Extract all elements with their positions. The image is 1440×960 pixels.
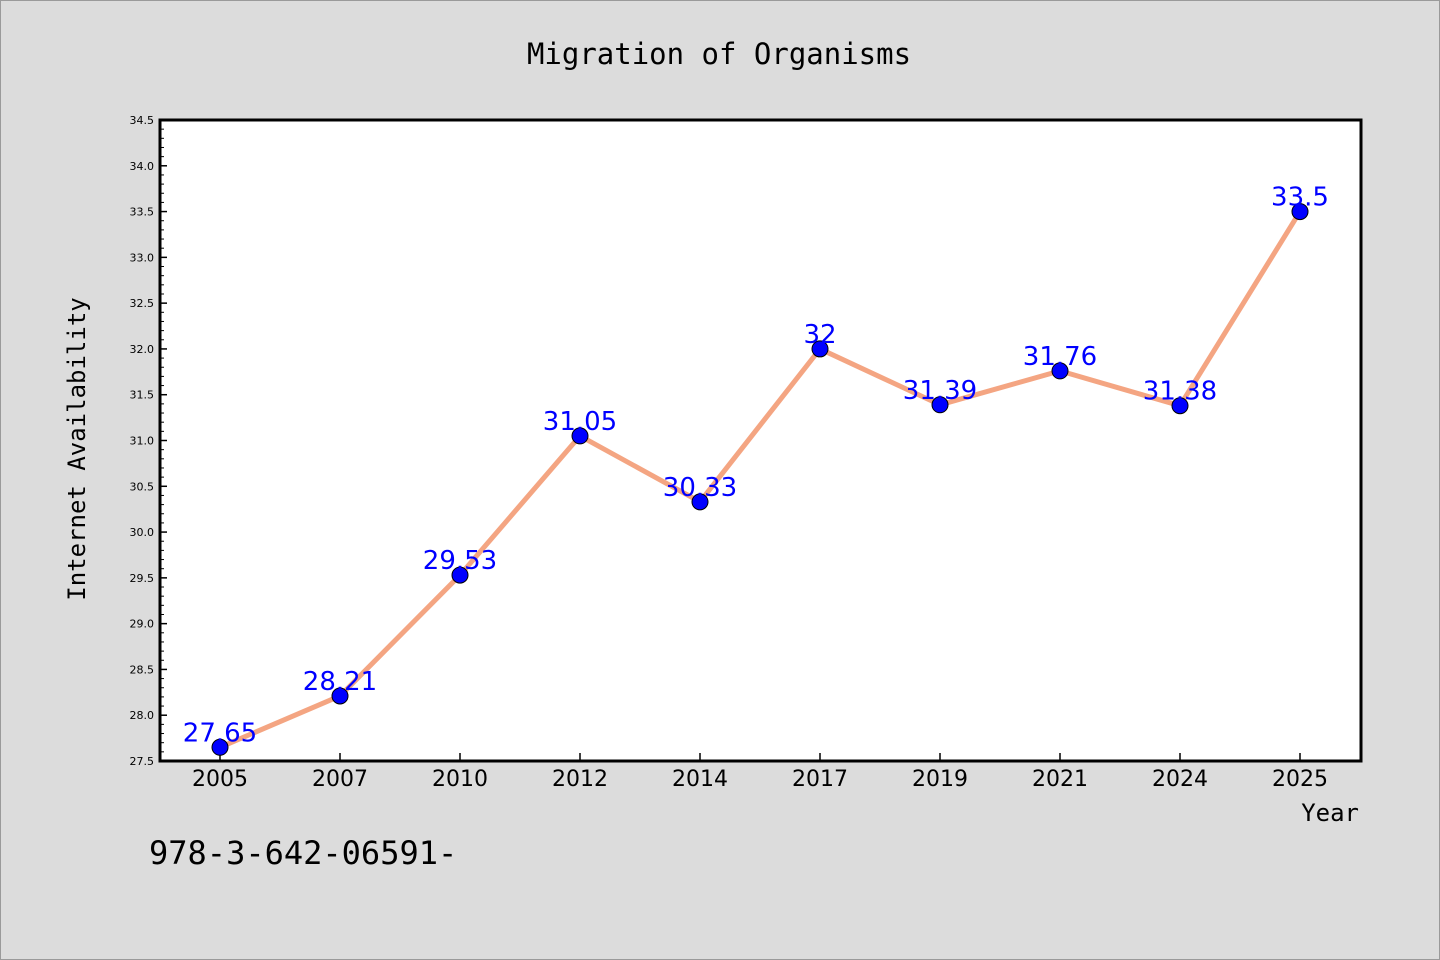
data-label: 31.38 [1143,377,1217,407]
x-tick-label: 2012 [552,767,608,792]
y-tick-label: 27.5 [130,755,155,768]
x-tick-label: 2005 [192,767,248,792]
y-tick-label: 32.5 [130,297,155,310]
data-point [571,427,589,445]
y-tick-label: 30.0 [130,526,155,539]
data-point [331,687,349,705]
data-label: 32 [803,320,836,350]
series-line [219,210,1303,750]
y-tick-label: 30.5 [130,480,155,493]
series-markers [211,203,1309,756]
data-point [931,396,949,414]
data-point [811,340,829,358]
data-point [451,566,469,584]
data-label: 33.5 [1271,183,1329,213]
y-tick-label: 31.5 [130,389,155,402]
y-axis-label: Internet Availability [63,297,91,600]
footer-text: 978-3-642-06591- [149,834,457,872]
x-tick-label: 2019 [912,767,968,792]
y-tick-label: 34.5 [130,114,155,127]
data-label: 29.53 [423,546,497,576]
data-point [211,738,229,756]
x-axis-label: Year [1301,799,1359,827]
y-tick-label: 28.5 [130,663,155,676]
data-label: 31.76 [1023,342,1097,372]
x-tick-label: 2024 [1152,767,1208,792]
x-tick-label: 2025 [1272,767,1328,792]
x-tick-label: 2017 [792,767,848,792]
data-point [691,493,709,511]
x-axis: 2005 2007 2010 2012 2014 2017 2019 2021 2024 2025 [192,753,1328,792]
x-tick-label: 2007 [312,767,368,792]
y-axis: 27.5 28.0 28.5 29.0 29.5 30.0 30.5 31.0 31.5 32.0… [130,114,167,768]
y-tick-label: 29.0 [130,618,155,631]
y-tick-label: 29.5 [130,572,155,585]
chart-title: Migration of Organisms [527,37,911,71]
data-label: 30.33 [663,473,737,503]
y-tick-label: 31.0 [130,435,155,448]
y-tick-label: 33.0 [130,251,155,264]
y-tick-label: 32.0 [130,343,155,356]
data-labels: 27.65 28.21 29.53 31.05 30.33 32 31.39 31.76 31.… [183,183,1329,749]
x-tick-label: 2021 [1032,767,1088,792]
data-label: 31.39 [903,376,977,406]
x-tick-label: 2014 [672,767,728,792]
data-label: 28.21 [303,667,377,697]
data-label: 31.05 [543,407,617,437]
y-tick-label: 28.0 [130,709,155,722]
plot-area [158,118,1363,763]
data-label: 27.65 [183,718,257,748]
data-point [1171,397,1189,415]
x-tick-label: 2010 [432,767,488,792]
y-tick-label: 34.0 [130,160,155,173]
y-tick-label: 33.5 [130,206,155,219]
data-point [1051,362,1069,380]
data-point [1291,203,1309,221]
